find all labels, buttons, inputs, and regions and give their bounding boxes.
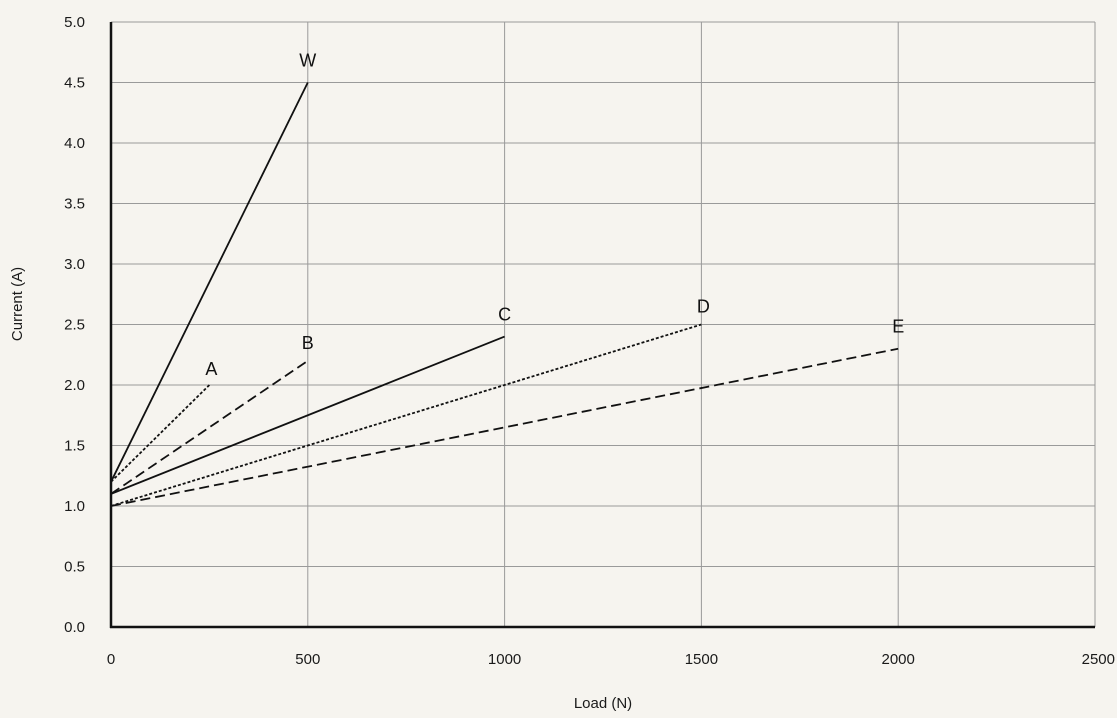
x-tick-label: 1000 [488,651,521,668]
y-tick-label: 1.0 [64,498,85,515]
series-labels: W A B C D E [205,51,904,380]
series-line-w [110,82,309,483]
y-tick-label: 2.5 [64,317,85,334]
series-line-d [110,323,702,507]
y-tick-label: 4.0 [64,135,85,152]
y-tick-label: 5.0 [64,14,85,31]
series-label-w: W [299,51,316,71]
tick-labels: 0.0 0.5 1.0 1.5 2.0 2.5 3.0 3.5 4.0 4.5 5.0 0 500 100… [64,14,1115,668]
x-tick-label: 0 [107,651,115,668]
series-line-b [110,360,309,495]
y-tick-label: 3.5 [64,196,85,213]
y-tick-label: 2.0 [64,377,85,394]
x-tick-label: 1500 [685,651,718,668]
x-tick-label: 500 [295,651,320,668]
axes [109,22,1095,629]
series-line-c [110,335,505,495]
x-tick-label: 2500 [1082,651,1115,668]
series-line-e [110,347,899,507]
y-tick-label: 0.0 [64,619,85,636]
series-lines [110,82,899,507]
series-label-e: E [892,317,904,337]
series-label-b: B [302,333,314,353]
x-tick-label: 2000 [882,651,915,668]
y-tick-label: 3.0 [64,256,85,273]
y-tick-label: 1.5 [64,438,85,455]
y-tick-label: 4.5 [64,75,85,92]
series-label-d: D [697,297,710,317]
y-axis-title: Current (A) [9,267,26,341]
series-label-c: C [498,305,511,325]
series-line-a [110,384,211,483]
x-axis-title: Load (N) [574,695,632,712]
series-label-a: A [205,359,217,379]
y-tick-label: 0.5 [64,559,85,576]
